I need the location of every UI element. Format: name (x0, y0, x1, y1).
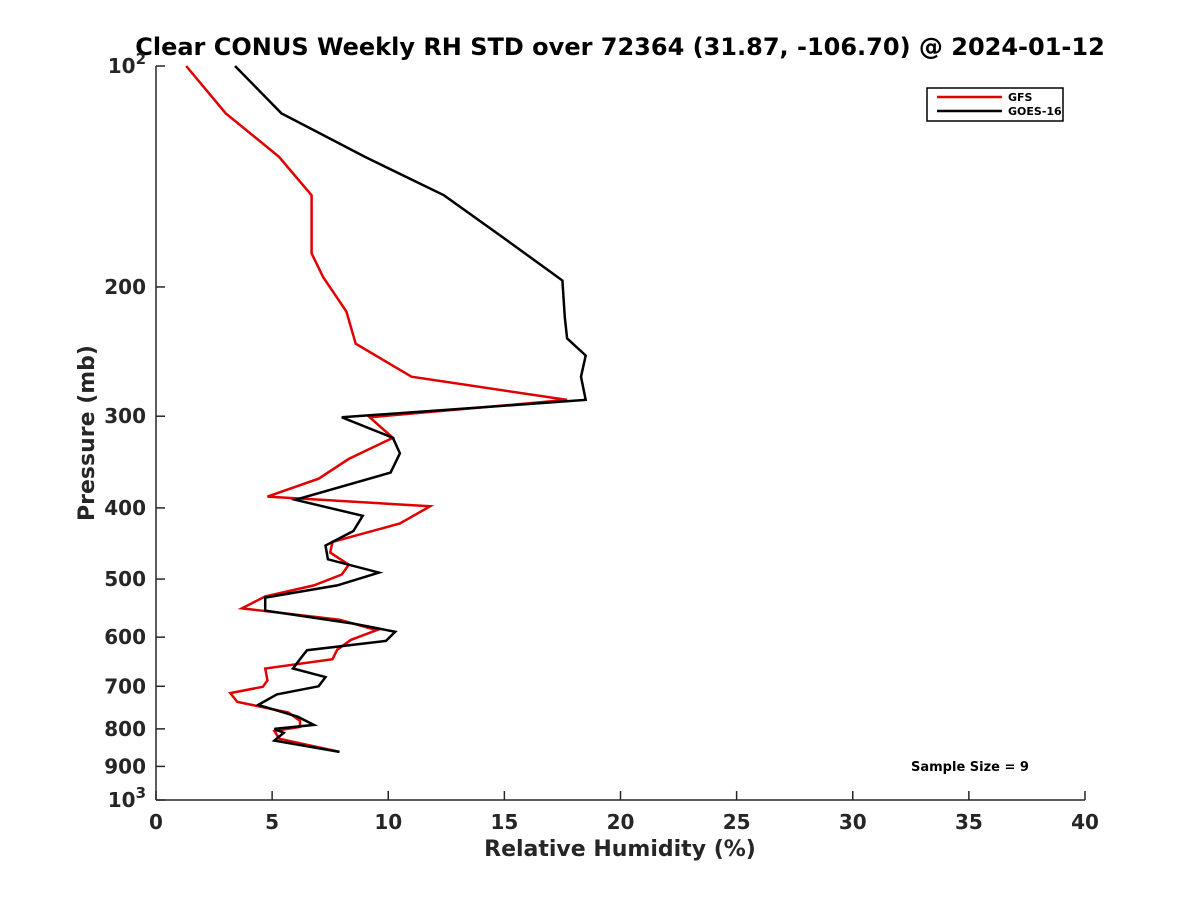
y-tick-label: 400 (104, 496, 146, 520)
series-layer (185, 65, 588, 754)
chart-title: Clear CONUS Weekly RH STD over 72364 (31… (135, 33, 1105, 61)
y-tick-label: 300 (104, 404, 146, 428)
plot-area: 0 5 10 15 20 25 30 35 40 102 200 300 400 500 600 700 80… (104, 50, 1099, 834)
y-tick-label: 103 (108, 784, 146, 812)
series-line-goes16 (234, 65, 588, 754)
x-tick-label: 30 (839, 810, 867, 834)
legend-label-goes16: GOES-16 (1008, 105, 1062, 118)
y-tick-label: 500 (104, 567, 146, 591)
y-tick-label: 200 (104, 275, 146, 299)
x-tick-label: 25 (723, 810, 751, 834)
y-ticks: 102 200 300 400 500 600 700 800 900 103 (104, 50, 165, 812)
x-tick-label: 10 (374, 810, 402, 834)
legend-box (926, 87, 1064, 122)
legend-label-gfs: GFS (1008, 91, 1033, 104)
series-line-gfs (185, 65, 568, 754)
y-tick-label: 102 (108, 50, 146, 78)
y-tick-label: 900 (104, 754, 146, 778)
x-axis-label: Relative Humidity (%) (484, 837, 756, 862)
x-tick-label: 0 (149, 810, 163, 834)
legend: GFS GOES-16 (926, 87, 1064, 122)
y-axis-label: Pressure (mb) (75, 345, 100, 521)
x-tick-label: 15 (490, 810, 518, 834)
y-tick-label: 700 (104, 674, 146, 698)
sample-size-annotation: Sample Size = 9 (911, 760, 1029, 775)
x-tick-label: 40 (1071, 810, 1099, 834)
x-tick-label: 35 (955, 810, 983, 834)
y-tick-label: 600 (104, 625, 146, 649)
x-tick-label: 5 (265, 810, 279, 834)
y-tick-label: 800 (104, 717, 146, 741)
x-tick-label: 20 (607, 810, 635, 834)
x-ticks: 0 5 10 15 20 25 30 35 40 (149, 791, 1099, 834)
